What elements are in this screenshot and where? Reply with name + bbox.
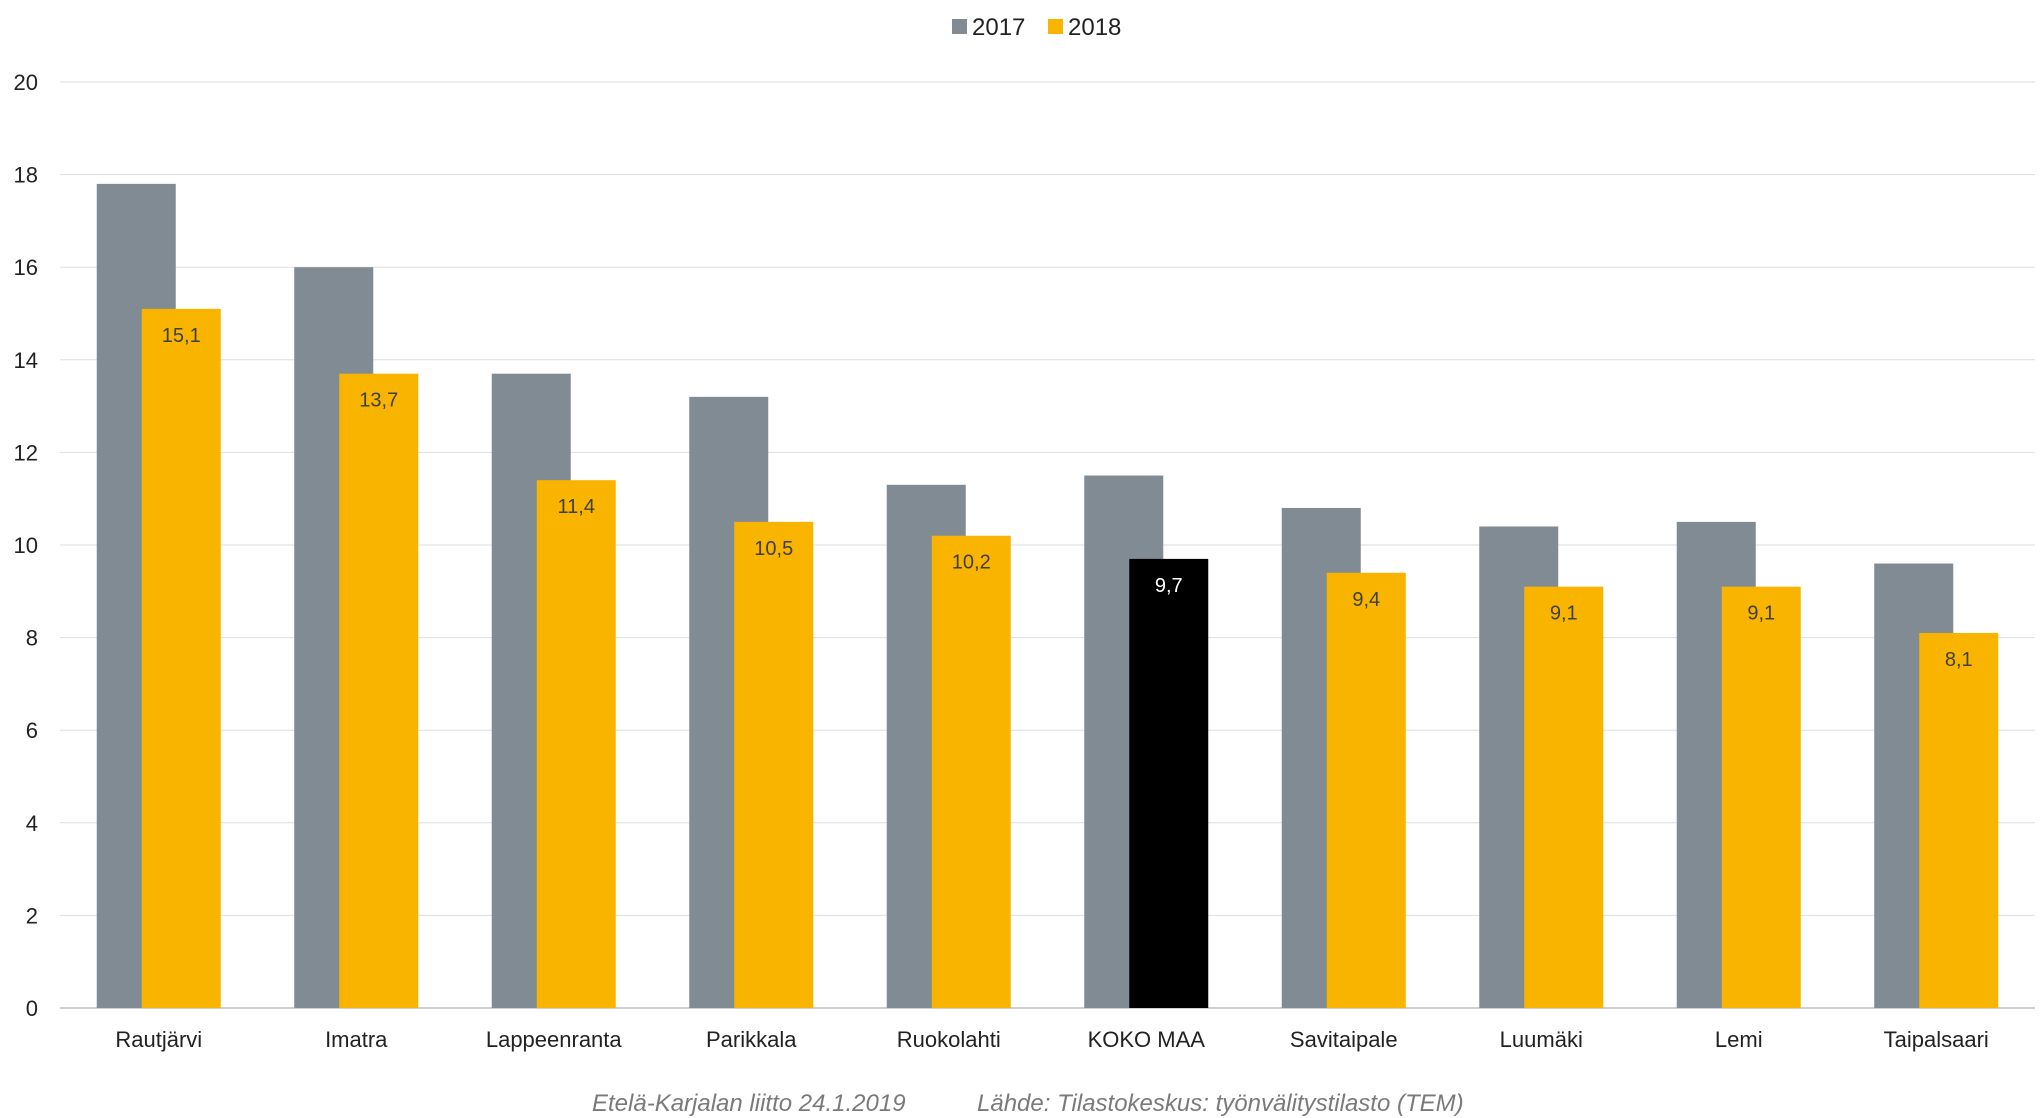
footer-source-note: Lähde: Tilastokeskus: työnvälitystilasto…: [977, 1090, 1464, 1117]
category-label: Taipalsaari: [1884, 1027, 1989, 1052]
y-tick-label: 16: [14, 255, 38, 280]
data-label: 9,1: [1747, 603, 1775, 625]
data-label: 10,5: [754, 538, 793, 560]
y-tick-label: 12: [14, 440, 38, 465]
bar-2018-savitaipale: [1326, 572, 1406, 1008]
bar-2018-lappeenranta: [536, 480, 616, 1008]
legend-label: 2017: [972, 14, 1025, 41]
data-label: 9,7: [1155, 575, 1183, 597]
bar-2018-imatra: [339, 373, 419, 1008]
y-tick-label: 10: [14, 533, 38, 558]
data-labels: 15,1 13,7 11,4 10,5 10,2 9,7 9,4 9,1 9,1 8,1: [162, 325, 1973, 671]
x-axis: Rautjärvi Imatra Lappeenranta Parikkala Ruok…: [115, 1027, 1988, 1052]
bar-2018-rautjärvi: [141, 308, 221, 1008]
bar-2018-luumäki: [1524, 586, 1604, 1008]
category-label: Ruokolahti: [897, 1027, 1001, 1052]
data-label: 9,4: [1352, 589, 1380, 611]
bar-2018-taipalsaari: [1919, 632, 1999, 1008]
chart-footer: Etelä-Karjalan liitto 24.1.2019 Lähde: T…: [0, 1090, 2041, 1117]
y-tick-label: 0: [26, 996, 38, 1021]
bar-2018-lemi: [1721, 586, 1801, 1008]
y-tick-label: 14: [14, 348, 38, 373]
category-label: Parikkala: [706, 1027, 797, 1052]
legend-swatch: [952, 19, 967, 34]
category-label: Luumäki: [1500, 1027, 1583, 1052]
category-label: Rautjärvi: [115, 1027, 202, 1052]
bar-2018-koko-maa: [1129, 558, 1209, 1008]
category-label: Lappeenranta: [486, 1027, 623, 1052]
data-label: 8,1: [1945, 649, 1973, 671]
data-label: 15,1: [162, 325, 201, 347]
y-axis: 0 2 4 6 8 10 12 14 16 18 20: [14, 70, 38, 1021]
legend-swatch: [1048, 19, 1063, 34]
category-label: Lemi: [1715, 1027, 1763, 1052]
footer-source-org: Etelä-Karjalan liitto 24.1.2019: [592, 1090, 906, 1117]
bars: [96, 183, 1999, 1009]
bar-2018-ruokolahti: [931, 535, 1011, 1008]
category-label: Imatra: [325, 1027, 388, 1052]
y-tick-label: 20: [14, 70, 38, 95]
y-tick-label: 8: [26, 626, 38, 651]
category-label: Savitaipale: [1290, 1027, 1398, 1052]
data-label: 10,2: [952, 552, 991, 574]
bar-2018-parikkala: [734, 521, 814, 1008]
data-label: 11,4: [558, 496, 595, 518]
y-tick-label: 4: [26, 811, 38, 836]
category-label: KOKO MAA: [1088, 1027, 1206, 1052]
data-label: 13,7: [359, 390, 398, 412]
y-tick-label: 18: [14, 163, 38, 188]
y-tick-label: 6: [26, 718, 38, 743]
y-tick-label: 2: [26, 903, 38, 928]
legend-label: 2018: [1068, 14, 1121, 41]
chart-legend: 2017 2018: [952, 14, 1121, 41]
data-label: 9,1: [1550, 603, 1578, 625]
